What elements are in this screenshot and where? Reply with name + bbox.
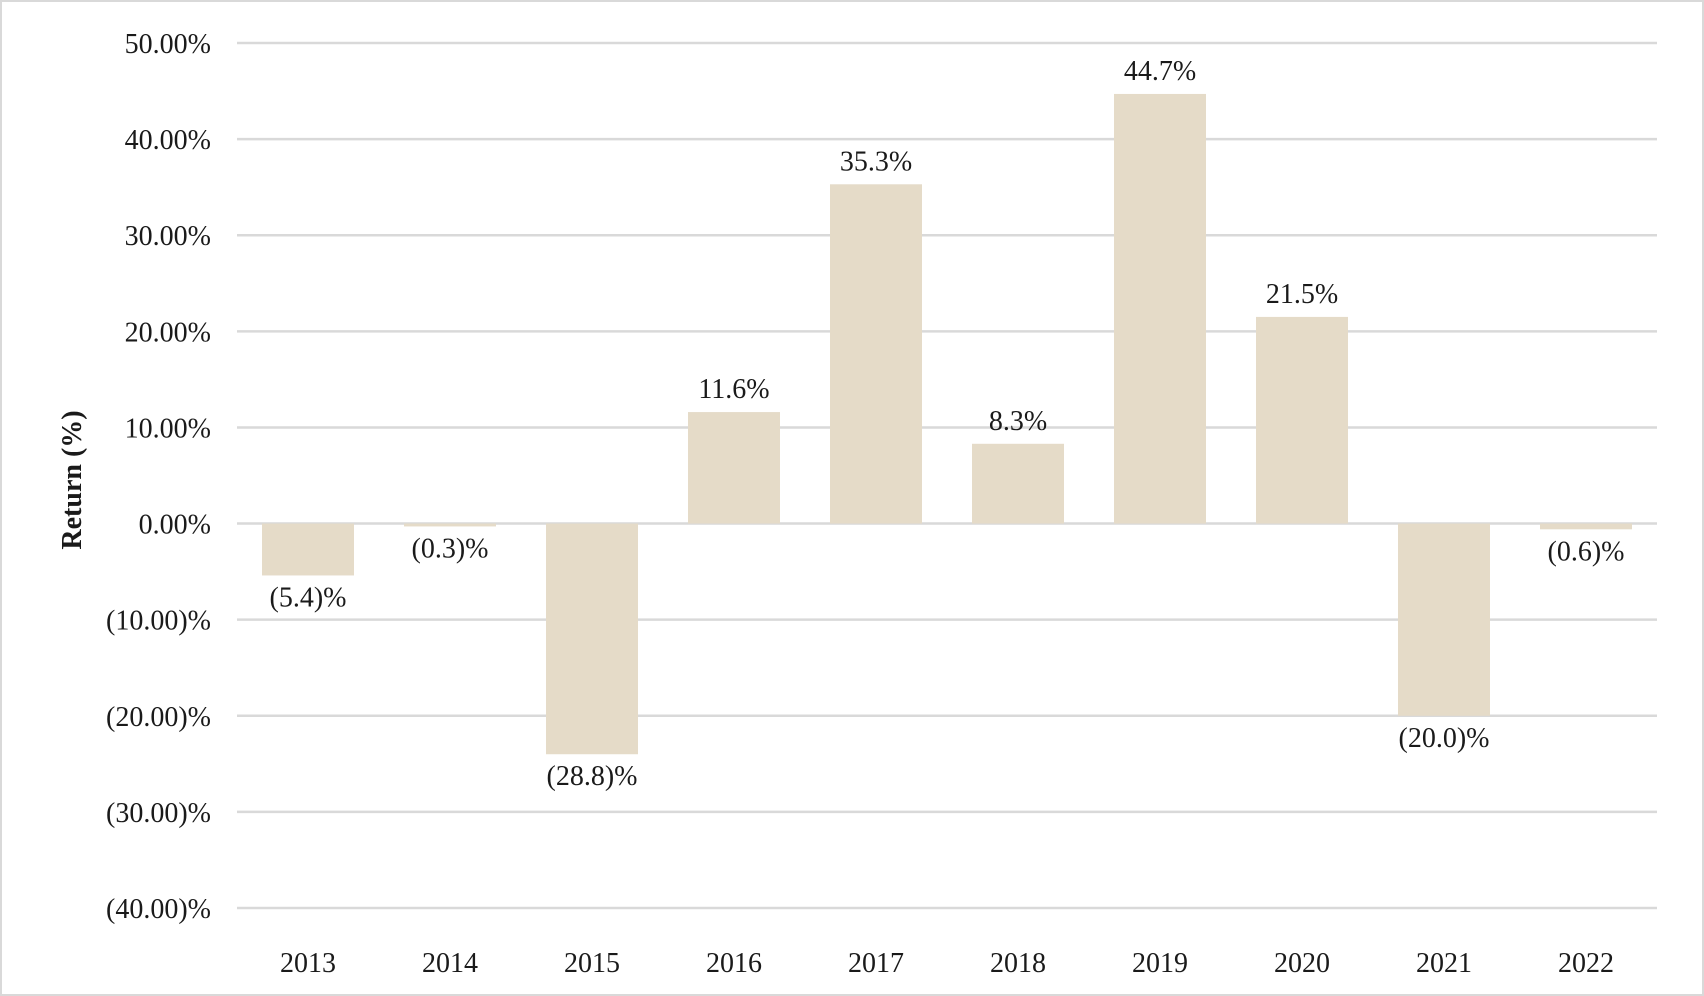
bars	[262, 93, 1632, 755]
y-axis-ticks: 50.00% 40.00% 30.00% 20.00% 10.00% 0.00% (10.0…	[106, 29, 211, 925]
data-label: (0.6)%	[1548, 536, 1625, 567]
bar	[1114, 93, 1206, 524]
data-label: (28.8)%	[547, 761, 638, 792]
y-tick-label: 20.00%	[125, 317, 211, 348]
gridlines	[237, 41, 1657, 910]
bar	[404, 523, 496, 527]
bar	[1540, 523, 1632, 530]
bar	[1256, 316, 1348, 524]
bar	[972, 443, 1064, 524]
y-tick-label: 30.00%	[125, 221, 211, 252]
x-tick-label: 2017	[848, 948, 904, 979]
bar	[546, 523, 638, 755]
data-label: 11.6%	[698, 374, 769, 405]
y-tick-label: 0.00%	[139, 510, 211, 541]
x-axis-ticks: 2013 2014 2015 2016 2017 2018 2019 2020 2021 2022	[280, 948, 1614, 979]
y-tick-label: 10.00%	[125, 413, 211, 444]
bar	[688, 412, 780, 524]
data-label: 21.5%	[1266, 279, 1338, 310]
data-label: 35.3%	[840, 146, 912, 177]
x-tick-label: 2016	[706, 948, 762, 979]
x-tick-label: 2014	[422, 948, 478, 979]
y-tick-label: 40.00%	[125, 125, 211, 156]
data-label: (5.4)%	[270, 582, 347, 613]
bar	[262, 523, 354, 576]
bar	[830, 184, 922, 524]
data-label: (0.3)%	[412, 533, 489, 564]
y-tick-label: (30.00)%	[106, 798, 211, 829]
y-axis-title: Return (%)	[57, 410, 88, 549]
y-tick-label: (40.00)%	[106, 894, 211, 925]
x-tick-label: 2018	[990, 948, 1046, 979]
x-tick-label: 2020	[1274, 948, 1330, 979]
data-label: 8.3%	[989, 406, 1047, 437]
data-label: 44.7%	[1124, 56, 1196, 87]
bar	[1398, 523, 1490, 716]
y-tick-label: (20.00)%	[106, 702, 211, 733]
x-tick-label: 2022	[1558, 948, 1614, 979]
y-tick-label: (10.00)%	[106, 606, 211, 637]
data-label: (20.0)%	[1399, 723, 1490, 754]
x-tick-label: 2019	[1132, 948, 1188, 979]
y-tick-label: 50.00%	[125, 29, 211, 60]
x-tick-label: 2015	[564, 948, 620, 979]
data-labels: (5.4)% (0.3)% (28.8)% 11.6% 35.3% 8.3% 44.7% 21…	[270, 56, 1625, 792]
x-tick-label: 2021	[1416, 948, 1472, 979]
x-tick-label: 2013	[280, 948, 336, 979]
